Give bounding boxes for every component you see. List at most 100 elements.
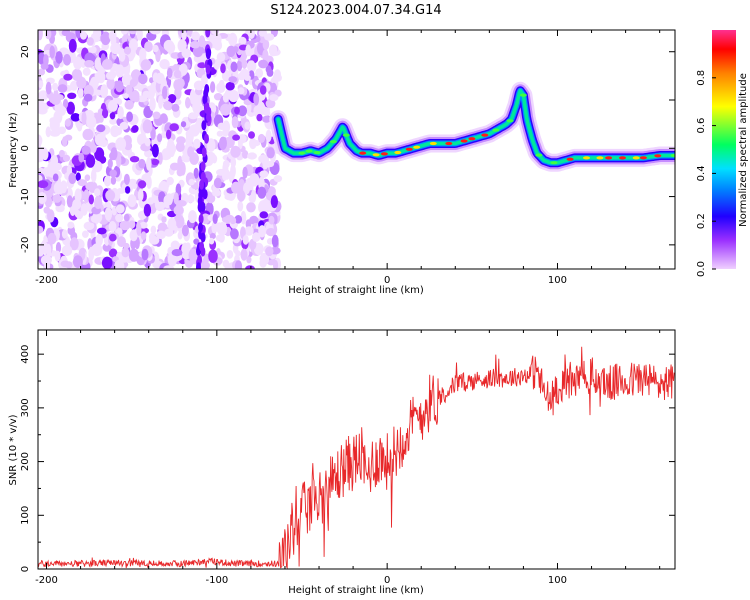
spectrogram-x-tick-label: 0 bbox=[384, 275, 390, 286]
noise-blob bbox=[192, 100, 201, 114]
noise-blob bbox=[173, 214, 185, 229]
noise-streak-blob bbox=[200, 171, 206, 182]
snr-y-tick-label: 0 bbox=[20, 566, 31, 572]
noise-blob bbox=[266, 160, 275, 168]
spectrogram-y-tick-label: -20 bbox=[20, 237, 31, 253]
noise-blob bbox=[77, 179, 87, 187]
noise-blob bbox=[80, 31, 87, 40]
ridge-peak bbox=[329, 140, 337, 144]
snr-y-tick-label: 300 bbox=[20, 398, 31, 417]
noise-blob bbox=[66, 195, 73, 208]
snr-y-ticks: 0 100 200 300 400 bbox=[20, 345, 675, 572]
noise-blob bbox=[100, 31, 111, 46]
ridge-peak bbox=[359, 151, 367, 155]
noise-blob bbox=[170, 240, 180, 250]
noise-blob bbox=[149, 97, 156, 112]
noise-blob bbox=[38, 148, 45, 162]
noise-blob bbox=[265, 246, 274, 257]
colorbar-label: Normalized spectral amplitude bbox=[738, 73, 749, 227]
noise-blob bbox=[237, 72, 246, 81]
noise-blob bbox=[244, 121, 251, 130]
noise-blob bbox=[224, 169, 230, 180]
ridge-peak bbox=[596, 156, 604, 160]
noise-blob bbox=[119, 121, 129, 130]
noise-blob bbox=[82, 128, 94, 141]
noise-blob bbox=[45, 126, 51, 138]
noise-blob bbox=[115, 80, 124, 93]
noise-blob bbox=[256, 113, 263, 122]
noise-blob bbox=[216, 52, 226, 62]
noise-blob bbox=[38, 135, 42, 149]
noise-blob bbox=[234, 260, 243, 269]
noise-blob bbox=[253, 242, 264, 256]
noise-streak-blob bbox=[199, 179, 205, 190]
noise-blob bbox=[181, 30, 187, 41]
noise-blob bbox=[86, 37, 94, 46]
noise-blob bbox=[155, 72, 165, 84]
noise-blob bbox=[209, 237, 215, 245]
spectrogram-y-ticks: -20 -10 0 10 20 bbox=[20, 45, 675, 270]
noise-blob bbox=[152, 111, 161, 120]
noise-blob bbox=[106, 77, 115, 90]
noise-streak-blob bbox=[205, 30, 211, 38]
noise-streak-blob bbox=[198, 214, 204, 224]
noise-blob bbox=[161, 182, 170, 189]
spectrogram-frame bbox=[37, 29, 676, 270]
noise-blob bbox=[80, 203, 88, 216]
noise-blob bbox=[58, 149, 65, 158]
noise-blob bbox=[180, 121, 187, 128]
noise-blob bbox=[102, 108, 109, 119]
noise-blob bbox=[270, 195, 278, 209]
snr-series-line bbox=[38, 346, 675, 569]
noise-blob bbox=[125, 84, 133, 95]
noise-blob bbox=[206, 138, 216, 152]
noise-blob bbox=[67, 92, 77, 100]
noise-blob bbox=[123, 46, 132, 55]
spectrogram-y-tick-label: 10 bbox=[20, 94, 31, 107]
noise-blob bbox=[230, 228, 239, 240]
noise-blob bbox=[188, 178, 195, 186]
ridge-peak bbox=[583, 156, 590, 160]
ridge-peak bbox=[468, 137, 476, 141]
noise-blob bbox=[274, 69, 281, 80]
noise-blob bbox=[167, 94, 177, 104]
noise-blob bbox=[110, 147, 118, 161]
noise-blob bbox=[193, 80, 205, 91]
noise-blob bbox=[93, 89, 103, 96]
noise-blob bbox=[76, 120, 83, 132]
noise-blob bbox=[219, 136, 227, 150]
noise-blob bbox=[252, 232, 261, 242]
noise-blob bbox=[38, 180, 49, 189]
noise-blob bbox=[61, 30, 71, 37]
noise-blob bbox=[175, 99, 182, 106]
noise-blob bbox=[248, 60, 256, 72]
noise-blob bbox=[217, 222, 222, 235]
noise-blob bbox=[102, 59, 113, 70]
noise-blob bbox=[85, 181, 97, 191]
snr-panel: -200 -100 0 100 0 100 200 300 400 Height of str… bbox=[8, 329, 676, 596]
noise-blob bbox=[138, 158, 146, 169]
noise-blob bbox=[69, 237, 79, 251]
noise-blob bbox=[185, 97, 191, 109]
noise-blob bbox=[181, 242, 190, 257]
noise-blob bbox=[123, 173, 130, 186]
noise-blob bbox=[38, 30, 43, 41]
ridge-peak bbox=[313, 151, 321, 155]
noise-blob bbox=[237, 189, 246, 202]
noise-blob bbox=[82, 67, 91, 76]
noise-blob bbox=[74, 188, 82, 203]
noise-blob bbox=[104, 175, 111, 187]
noise-streak-blob bbox=[201, 120, 207, 131]
noise-blob bbox=[142, 119, 153, 134]
noise-blob bbox=[88, 246, 95, 261]
noise-blob bbox=[245, 44, 251, 57]
noise-blob bbox=[259, 211, 269, 219]
figure-title: S124.2023.004.07.34.G14 bbox=[270, 3, 441, 18]
noise-blob bbox=[107, 158, 113, 169]
noise-blob bbox=[47, 161, 57, 174]
noise-blob bbox=[228, 76, 238, 83]
spectrogram-x-tick-label: -200 bbox=[35, 275, 58, 286]
noise-blob bbox=[259, 85, 267, 95]
noise-blob bbox=[65, 261, 73, 269]
noise-blob bbox=[234, 106, 240, 115]
